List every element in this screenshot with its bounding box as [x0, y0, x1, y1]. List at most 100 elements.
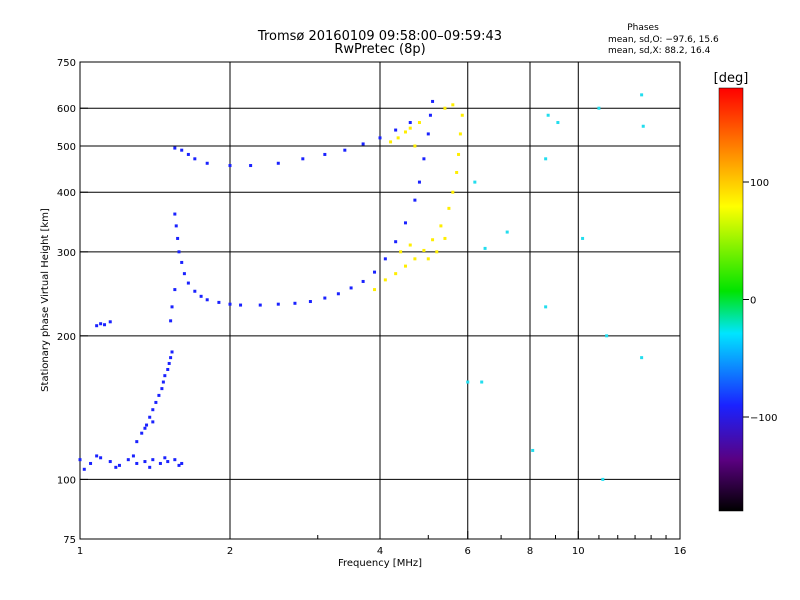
data-point [193, 157, 197, 161]
data-point [158, 461, 162, 465]
data-point [163, 456, 167, 460]
data-point [99, 456, 103, 460]
data-point [169, 356, 173, 360]
data-point [163, 374, 167, 378]
data-point [431, 238, 435, 242]
data-point [451, 190, 455, 194]
data-point [176, 236, 180, 240]
data-point [186, 281, 190, 285]
chart-subtitle: RwPretec (8p) [334, 42, 425, 57]
data-point [180, 260, 184, 264]
stats-x-line: mean, sd,X: 88.2, 16.4 [608, 46, 711, 56]
data-point [323, 296, 327, 300]
data-point [117, 463, 121, 467]
data-point [166, 367, 170, 371]
data-point [323, 152, 327, 156]
stats-o-line: mean, sd,O: −97.6, 15.6 [608, 35, 719, 45]
data-point [308, 300, 312, 304]
data-point [140, 431, 144, 435]
data-point [228, 164, 232, 168]
data-point [205, 298, 209, 302]
data-point [443, 236, 447, 240]
data-point [95, 324, 99, 328]
data-point [394, 240, 398, 244]
y-tick-label: 300 [57, 248, 76, 259]
data-point [131, 454, 135, 458]
data-point [378, 136, 382, 140]
x-tick-label: 6 [465, 546, 471, 557]
data-point [154, 400, 158, 404]
data-point [361, 279, 365, 283]
data-point [217, 300, 221, 304]
data-point [173, 146, 177, 150]
data-point [249, 164, 253, 168]
data-point [428, 113, 432, 117]
data-point [413, 198, 417, 202]
data-point [408, 126, 412, 130]
x-tick-label: 16 [674, 546, 687, 557]
data-point [396, 136, 400, 140]
data-point [173, 458, 177, 462]
data-point [336, 292, 340, 296]
data-point [126, 458, 130, 462]
data-point [439, 224, 443, 228]
data-point [413, 257, 417, 261]
data-point [170, 305, 174, 309]
data-point [161, 380, 165, 384]
data-point [276, 302, 280, 306]
colorbar-ticks: 100 0 −100 [743, 178, 777, 424]
data-point [417, 180, 421, 184]
data-point [151, 408, 155, 412]
y-tick-label: 600 [57, 104, 76, 115]
data-point [431, 99, 435, 103]
data-point [466, 380, 470, 384]
y-tick-label: 75 [63, 535, 76, 546]
data-point [167, 361, 171, 365]
data-point [258, 303, 262, 307]
data-point [447, 206, 451, 210]
data-point [174, 224, 178, 228]
data-point [597, 106, 601, 110]
data-points [78, 93, 645, 481]
data-point [114, 465, 118, 469]
x-tick-label: 4 [377, 546, 383, 557]
data-point [458, 132, 462, 136]
colorbar-label: [deg] [714, 71, 749, 86]
y-tick-label: 200 [57, 332, 76, 343]
data-point [394, 272, 398, 276]
data-point [143, 460, 147, 464]
data-point [389, 140, 393, 144]
data-point [546, 113, 550, 117]
data-point [95, 454, 99, 458]
x-axis-label: Frequency [MHz] [338, 558, 422, 569]
data-point [108, 460, 112, 464]
data-point [180, 148, 184, 152]
y-tick-label: 400 [57, 188, 76, 199]
data-point [422, 248, 426, 252]
data-point [544, 305, 548, 309]
x-tick-label: 2 [227, 546, 233, 557]
data-point [177, 250, 181, 254]
data-point [343, 148, 347, 152]
data-point [394, 128, 398, 132]
data-point [455, 170, 459, 174]
data-point [373, 288, 377, 292]
data-point [186, 152, 190, 156]
data-point [435, 250, 439, 254]
data-point [640, 356, 644, 360]
data-point [177, 463, 181, 467]
data-point [293, 301, 297, 305]
colorbar-tick-label: −100 [750, 413, 777, 424]
data-point [422, 157, 426, 161]
data-point [426, 132, 430, 136]
data-point [166, 460, 170, 464]
data-point [544, 157, 548, 161]
data-point [157, 393, 161, 397]
data-point [193, 289, 197, 293]
data-point [135, 461, 139, 465]
y-axis-label: Stationary phase Virtual Height [km] [40, 208, 51, 392]
data-point [145, 423, 149, 427]
data-point [143, 426, 147, 430]
data-point [373, 270, 377, 274]
data-point [581, 236, 585, 240]
